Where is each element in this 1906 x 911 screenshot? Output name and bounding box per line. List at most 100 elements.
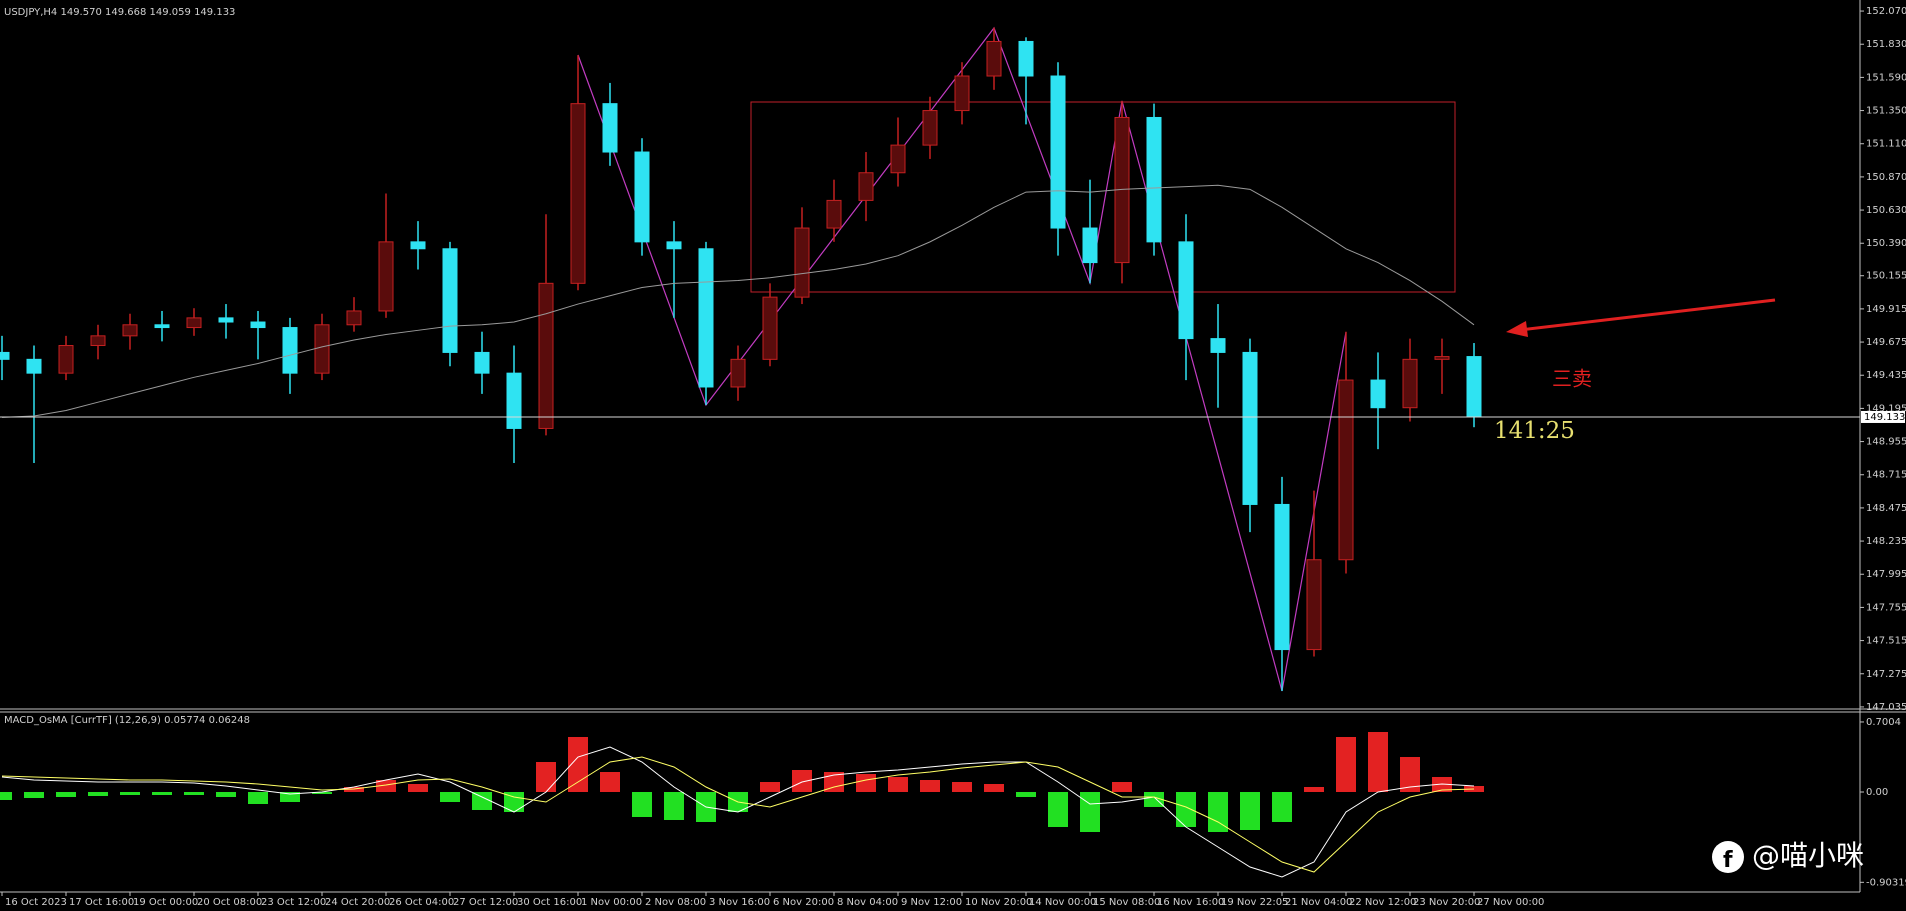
candle-body: [474, 351, 490, 374]
candle-body: [442, 248, 458, 353]
candle-body: [346, 310, 362, 326]
x-tick-label: 19 Nov 22:05: [1221, 897, 1288, 908]
candle-body: [1274, 503, 1290, 651]
histogram-bar: [184, 792, 204, 795]
y-tick-label: 0.00: [1866, 787, 1888, 798]
y-tick-label: 148.235: [1866, 536, 1906, 547]
histogram-bar: [1336, 737, 1356, 792]
candle-body: [634, 151, 650, 243]
candle-body: [1082, 227, 1098, 264]
histogram-bar: [280, 792, 300, 802]
y-tick-label: 148.955: [1866, 437, 1906, 448]
histogram-bar: [824, 772, 844, 792]
candle-body: [666, 241, 682, 250]
x-tick-label: 1 Nov 00:00: [581, 897, 642, 908]
arrow-shaft: [1519, 298, 1776, 332]
candle-body: [186, 317, 202, 329]
histogram-bar: [760, 782, 780, 792]
candle-body: [378, 241, 394, 312]
histogram-bar: [408, 784, 428, 792]
candle-body: [1018, 40, 1034, 77]
x-tick-label: 20 Oct 08:00: [197, 897, 262, 908]
chart-title: USDJPY,H4 149.570 149.668 149.059 149.13…: [4, 7, 235, 18]
candle-body: [890, 144, 906, 174]
candle-body: [602, 103, 618, 153]
y-tick-label: 151.110: [1866, 139, 1906, 150]
histogram-bar: [792, 770, 812, 792]
histogram-bar: [248, 792, 268, 804]
histogram-bar: [1080, 792, 1100, 832]
x-tick-label: 16 Nov 16:00: [1157, 897, 1224, 908]
histogram-bar: [888, 777, 908, 792]
candle-body: [1306, 559, 1322, 651]
histogram-bar: [0, 792, 12, 800]
histogram-bar: [504, 792, 524, 812]
x-tick-label: 27 Nov 00:00: [1477, 897, 1544, 908]
y-tick-label: 150.630: [1866, 205, 1906, 216]
candle-body: [314, 324, 330, 374]
macd-line: [1, 746, 1475, 878]
candle-body: [1242, 351, 1258, 505]
candle-body: [826, 199, 842, 229]
histogram-bar: [376, 780, 396, 792]
y-tick-label: 151.590: [1866, 72, 1906, 83]
candle-body: [1402, 358, 1418, 409]
candle-body: [1178, 241, 1194, 340]
zone-box: [750, 101, 1456, 293]
candle-body: [1210, 338, 1226, 353]
indicator-title: MACD_OsMA [CurrTF] (12,26,9) 0.05774 0.0…: [4, 715, 250, 726]
x-tick-label: 2 Nov 08:00: [645, 897, 706, 908]
candle-body: [506, 372, 522, 429]
candle-body: [858, 172, 874, 201]
y-tick-label: 149.195: [1866, 403, 1906, 414]
candle-body: [122, 324, 138, 337]
signal-line: [1, 756, 1475, 873]
x-tick-label: 26 Oct 04:00: [389, 897, 454, 908]
candle-body: [154, 324, 170, 329]
x-tick-label: 3 Nov 16:00: [709, 897, 770, 908]
y-tick-label: 147.035: [1866, 702, 1906, 713]
watermark: @喵小咪: [1752, 839, 1864, 872]
candle-body: [1434, 356, 1450, 360]
x-tick-label: 22 Nov 12:00: [1349, 897, 1416, 908]
y-tick-label: 147.515: [1866, 636, 1906, 647]
histogram-bar: [88, 792, 108, 796]
candle-body: [538, 282, 554, 429]
histogram-bar: [312, 792, 332, 794]
histogram-bar: [1016, 792, 1036, 797]
x-tick-label: 27 Oct 12:00: [453, 897, 518, 908]
x-tick-label: 10 Nov 20:00: [965, 897, 1032, 908]
histogram-bar: [1240, 792, 1260, 830]
histogram-bar: [1144, 792, 1164, 807]
watermark-icon-glyph: f: [1723, 848, 1733, 873]
histogram-bar: [1304, 787, 1324, 792]
histogram-bar: [984, 784, 1004, 792]
candle-body: [1370, 379, 1386, 409]
histogram-bar: [856, 774, 876, 792]
y-tick-label: 151.830: [1866, 39, 1906, 50]
candle-body: [218, 317, 234, 323]
candle-body: [282, 327, 298, 374]
candle-body: [954, 75, 970, 112]
candle-body: [570, 103, 586, 284]
x-tick-label: 9 Nov 12:00: [901, 897, 962, 908]
histogram-bar: [1272, 792, 1292, 822]
x-tick-label: 15 Nov 08:00: [1093, 897, 1160, 908]
y-tick-label: 149.675: [1866, 337, 1906, 348]
histogram-bar: [920, 780, 940, 792]
y-tick-label: 148.475: [1866, 503, 1906, 514]
histogram-bar: [536, 762, 556, 792]
candle-body: [794, 227, 810, 298]
y-tick-label: 147.755: [1866, 602, 1906, 613]
y-tick-label: 150.155: [1866, 271, 1906, 282]
x-tick-label: 17 Oct 16:00: [69, 897, 134, 908]
histogram-bar: [1112, 782, 1132, 792]
x-tick-label: 24 Oct 20:00: [325, 897, 390, 908]
y-tick-label: 152.070: [1866, 6, 1906, 17]
candle-body: [1338, 379, 1354, 561]
y-tick-label: 147.275: [1866, 669, 1906, 680]
x-tick-label: 19 Oct 00:00: [133, 897, 198, 908]
histogram-bar: [1368, 732, 1388, 792]
histogram-bar: [568, 737, 588, 792]
